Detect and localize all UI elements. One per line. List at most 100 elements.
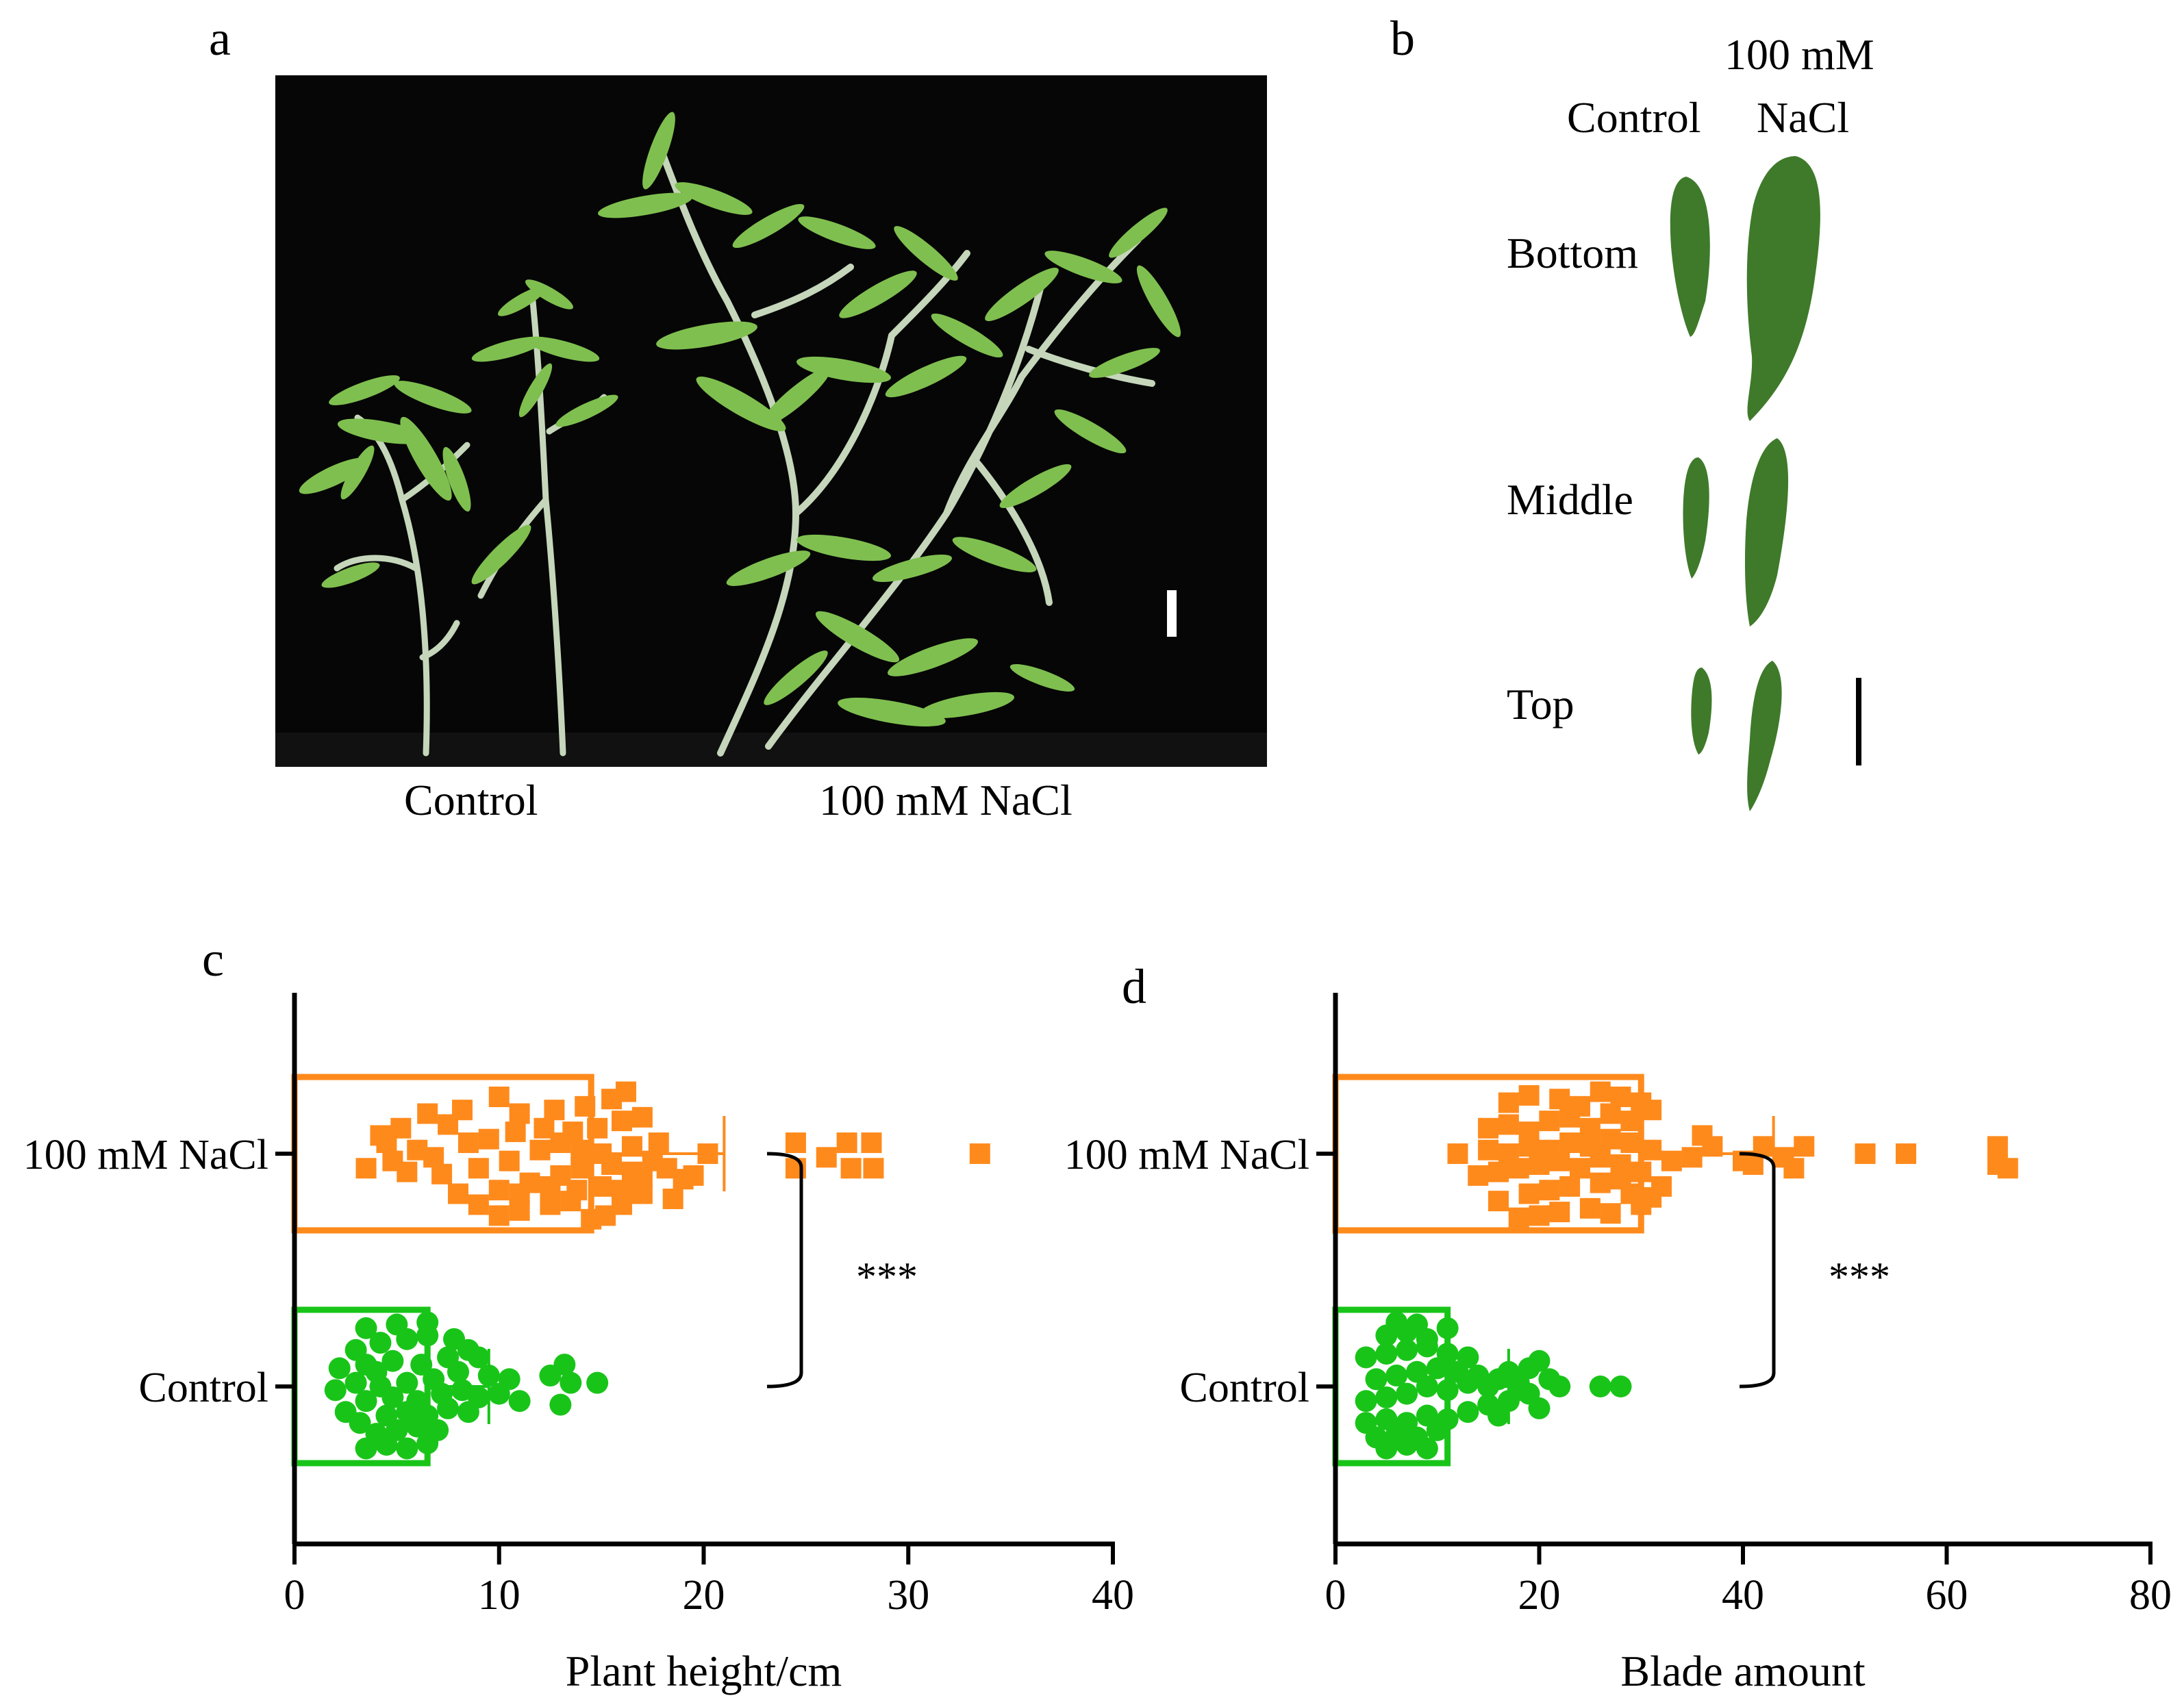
point-control	[355, 1317, 377, 1339]
leaf-row-label-bottom: Bottom	[1507, 229, 1639, 277]
leaf-col-label-nacl-line2: NaCl	[1757, 93, 1850, 142]
x-tick-label: 60	[1926, 1572, 1968, 1619]
point-nacl	[1498, 1143, 1519, 1164]
point-control	[1355, 1412, 1377, 1434]
leaf-col-label-control: Control	[1567, 93, 1701, 142]
point-nacl	[1498, 1114, 1519, 1135]
point-control	[1609, 1376, 1632, 1397]
point-control	[1436, 1408, 1459, 1430]
control-plant-2-leaves	[471, 279, 618, 585]
point-nacl	[488, 1087, 510, 1108]
point-control	[586, 1371, 609, 1394]
leaf-col-label-nacl-line1: 100 mM	[1724, 30, 1874, 79]
point-nacl	[1590, 1172, 1611, 1193]
point-nacl	[575, 1095, 596, 1117]
point-control	[443, 1328, 466, 1350]
point-nacl	[1987, 1136, 2008, 1157]
point-control	[1396, 1382, 1418, 1405]
point-nacl	[370, 1125, 391, 1146]
x-tick-label: 40	[1092, 1572, 1134, 1619]
point-nacl	[1997, 1158, 2018, 1179]
panel-letter-b: b	[1390, 11, 1415, 66]
point-nacl	[631, 1169, 653, 1190]
point-nacl	[1651, 1176, 1672, 1197]
point-nacl	[615, 1081, 636, 1102]
point-nacl	[612, 1180, 632, 1201]
point-nacl	[1488, 1161, 1509, 1182]
point-nacl	[1518, 1183, 1540, 1204]
point-control	[1385, 1311, 1408, 1334]
significance-stars: ***	[856, 1254, 918, 1300]
point-nacl	[478, 1128, 499, 1150]
point-nacl	[1600, 1128, 1621, 1150]
chart-c: 100 mM NaCl Control 0 10 20 30 40 Plant height/…	[23, 993, 1134, 1695]
x-tick-label: 10	[478, 1572, 520, 1619]
point-nacl	[1518, 1122, 1540, 1143]
point-control	[498, 1368, 520, 1391]
point-control	[396, 1437, 418, 1460]
point-nacl	[534, 1117, 555, 1139]
point-nacl	[468, 1194, 489, 1215]
point-control	[560, 1371, 582, 1394]
point-control	[365, 1423, 388, 1445]
point-nacl	[1447, 1143, 1468, 1164]
plant-photo	[275, 75, 1267, 767]
point-nacl	[1641, 1139, 1662, 1161]
point-nacl	[382, 1150, 403, 1171]
panel-letter-c: c	[202, 932, 224, 987]
significance-bracket	[766, 1152, 803, 1389]
category-label: Control	[1180, 1365, 1309, 1411]
point-control	[1396, 1412, 1418, 1434]
point-control	[1528, 1397, 1551, 1419]
point-nacl	[1539, 1180, 1560, 1201]
point-nacl	[1620, 1132, 1642, 1154]
category-label: 100 mM NaCl	[1064, 1132, 1309, 1178]
x-axis-title: Plant height/cm	[566, 1647, 842, 1695]
point-control	[1396, 1339, 1418, 1361]
point-control	[369, 1332, 392, 1354]
point-control	[1375, 1343, 1398, 1365]
plant-illustration	[275, 112, 1267, 767]
point-control	[410, 1354, 433, 1376]
x-tick-label: 0	[284, 1572, 305, 1619]
point-nacl	[1508, 1207, 1529, 1228]
point-nacl	[1794, 1136, 1815, 1157]
point-nacl	[468, 1158, 489, 1179]
point-nacl	[969, 1143, 990, 1164]
point-nacl	[407, 1139, 428, 1161]
point-nacl	[1610, 1087, 1631, 1108]
point-control	[1436, 1379, 1459, 1402]
point-nacl	[509, 1103, 530, 1124]
point-nacl	[587, 1117, 608, 1139]
point-control	[451, 1379, 473, 1402]
point-control	[344, 1371, 367, 1394]
point-nacl	[863, 1158, 884, 1179]
point-control	[1548, 1376, 1571, 1397]
leaf-row-label-middle: Middle	[1507, 475, 1633, 524]
point-nacl	[1478, 1117, 1499, 1139]
point-control	[328, 1357, 351, 1380]
point-nacl	[570, 1139, 592, 1161]
point-nacl	[1570, 1158, 1590, 1179]
point-control	[355, 1390, 377, 1412]
point-control	[406, 1390, 429, 1412]
point-control	[508, 1390, 531, 1412]
point-nacl	[540, 1194, 561, 1215]
x-axis-title: Blade amount	[1620, 1647, 1865, 1695]
point-control	[467, 1386, 490, 1408]
point-control	[344, 1339, 367, 1361]
point-control	[549, 1393, 572, 1416]
point-nacl	[1478, 1139, 1499, 1161]
point-nacl	[1549, 1202, 1570, 1223]
point-nacl	[1529, 1205, 1550, 1226]
point-nacl	[1620, 1183, 1642, 1204]
point-control	[1589, 1376, 1611, 1397]
point-control	[539, 1365, 562, 1387]
point-nacl	[390, 1117, 412, 1139]
point-control	[386, 1313, 408, 1336]
point-control	[324, 1379, 347, 1402]
point-nacl	[1783, 1158, 1805, 1179]
point-nacl	[1896, 1143, 1916, 1164]
point-nacl	[1579, 1198, 1601, 1219]
point-control	[1416, 1404, 1438, 1427]
